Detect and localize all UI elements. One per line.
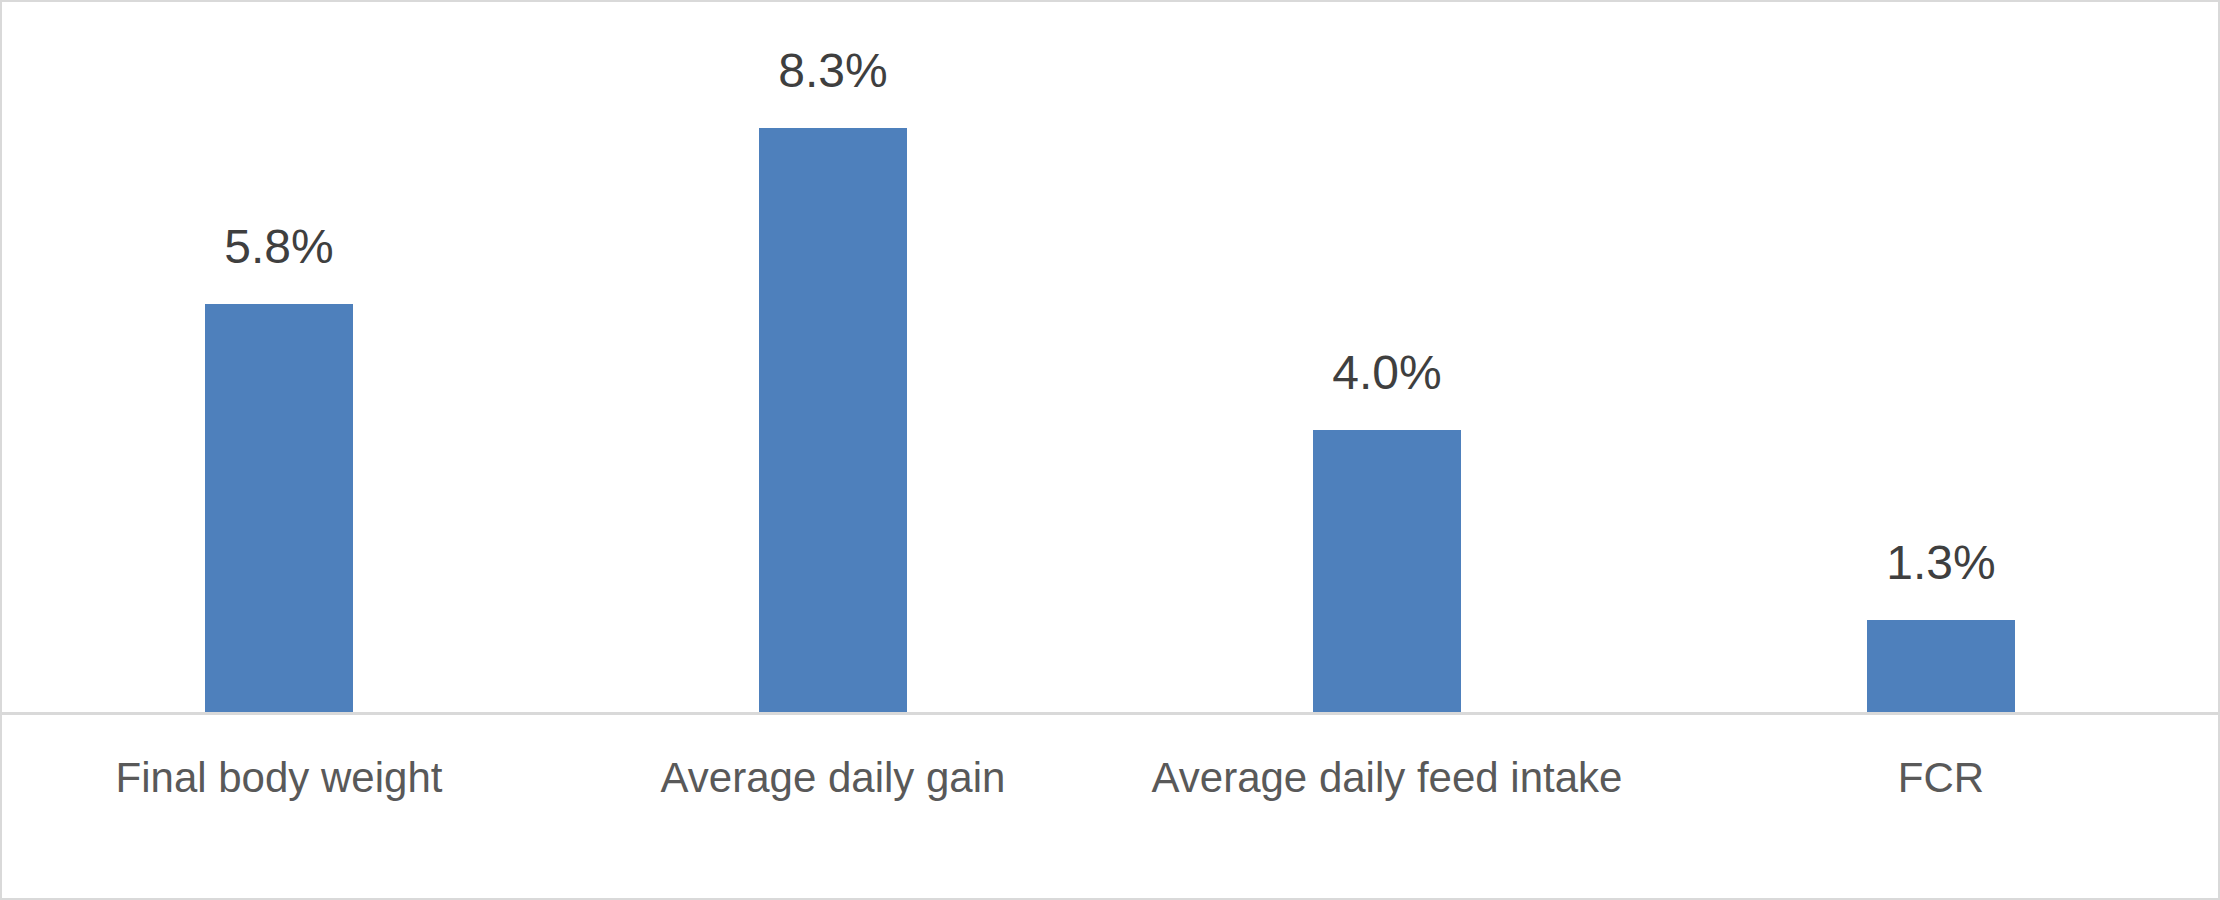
category-label: FCR <box>1664 715 2218 803</box>
data-label: 8.3% <box>778 45 887 98</box>
bar-column: 4.0% <box>1110 2 1664 712</box>
bar-chart: 5.8%8.3%4.0%1.3% Final body weightAverag… <box>0 0 2220 900</box>
bar-column: 1.3% <box>1664 2 2218 712</box>
bar-column: 8.3% <box>556 2 1110 712</box>
bar <box>1313 430 1461 712</box>
category-label: Final body weight <box>2 715 556 803</box>
plot-area: 5.8% 8.3% 4.0% 1.3% <box>2 2 2218 712</box>
x-axis-labels: Final body weightAverage daily gainAvera… <box>2 715 2218 803</box>
bar-column: 5.8% <box>2 2 556 712</box>
data-label: 5.8% <box>224 221 333 274</box>
bar <box>759 128 907 712</box>
bar <box>1867 620 2015 712</box>
data-label: 4.0% <box>1332 347 1441 400</box>
category-label: Average daily feed intake <box>1110 715 1664 803</box>
bar <box>205 304 353 712</box>
category-label: Average daily gain <box>556 715 1110 803</box>
data-label: 1.3% <box>1886 537 1995 590</box>
